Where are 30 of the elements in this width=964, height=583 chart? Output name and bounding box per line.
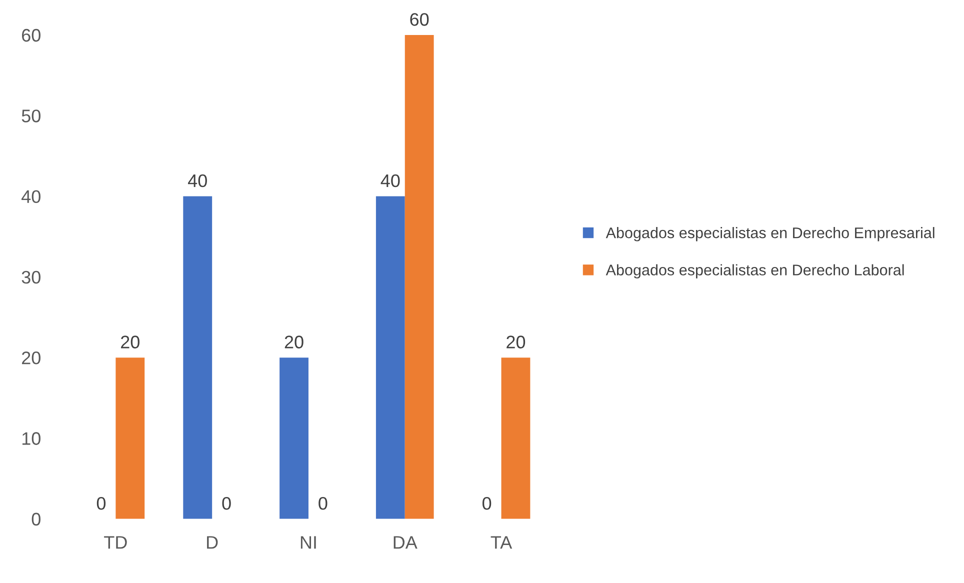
bar: [376, 196, 405, 519]
data-label: 0: [222, 496, 231, 510]
y-tick-label: 0: [32, 512, 40, 526]
data-label: 40: [380, 174, 400, 188]
data-label: 20: [121, 336, 140, 348]
y-tick-label: 60: [22, 28, 40, 42]
data-label: 0: [482, 496, 492, 510]
x-tick-label: NI: [300, 536, 316, 549]
y-tick-label: 10: [22, 432, 40, 445]
bar: [280, 358, 308, 519]
bar: [183, 196, 212, 519]
y-tick-label: 30: [22, 270, 40, 284]
data-label: 0: [318, 496, 328, 510]
y-tick-label: 50: [22, 110, 40, 122]
legend-label: Abogados especialistas en Derecho Laboral: [606, 264, 904, 278]
x-tick-label: TA: [490, 536, 512, 549]
bar: [501, 358, 530, 519]
x-tick-label: TD: [104, 536, 127, 549]
data-label: 40: [188, 174, 207, 188]
data-label: 0: [96, 496, 106, 510]
x-tick-label: D: [207, 536, 218, 549]
bar: [116, 358, 145, 519]
y-tick-label: 20: [22, 352, 40, 364]
legend-label: Abogados especialistas en Derecho Empresarial: [606, 227, 934, 242]
data-label: 20: [284, 336, 304, 348]
x-tick-label: DA: [394, 536, 418, 549]
data-label: 20: [506, 336, 526, 348]
bar: [404, 34, 434, 519]
y-tick-label: 40: [22, 190, 40, 203]
data-label: 60: [410, 13, 429, 26]
